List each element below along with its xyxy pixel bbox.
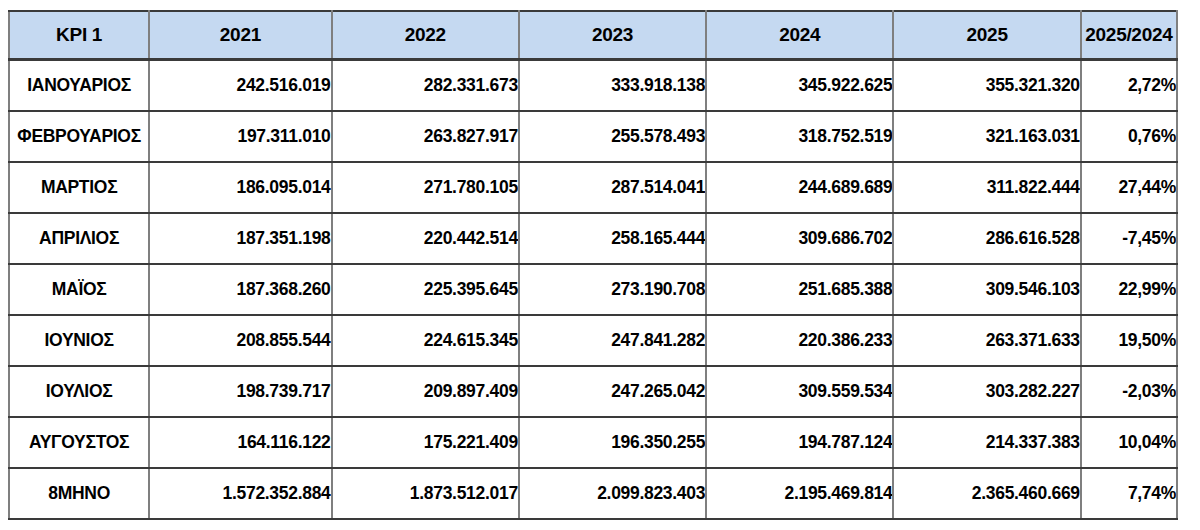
table-row: ΑΠΡΙΛΙΟΣ187.351.198220.442.514258.165.44… bbox=[9, 213, 1177, 264]
value-cell: 1.873.512.017 bbox=[332, 468, 519, 519]
value-cell: 1.572.352.884 bbox=[149, 468, 331, 519]
value-cell: 333.918.138 bbox=[519, 60, 706, 112]
column-header-kpi: KPI 1 bbox=[9, 11, 149, 60]
value-cell: 255.578.493 bbox=[519, 111, 706, 162]
value-cell: 309.686.702 bbox=[706, 213, 893, 264]
table-row: ΜΑΡΤΙΟΣ186.095.014271.780.105287.514.041… bbox=[9, 162, 1177, 213]
column-header: 2023 bbox=[519, 11, 706, 60]
value-cell: 242.516.019 bbox=[149, 60, 331, 112]
column-header: 2021 bbox=[149, 11, 331, 60]
row-label: ΜΑΡΤΙΟΣ bbox=[9, 162, 149, 213]
table-row: ΙΑΝΟΥΑΡΙΟΣ242.516.019282.331.673333.918.… bbox=[9, 60, 1177, 112]
value-cell: 225.395.645 bbox=[332, 264, 519, 315]
row-label: ΙΑΝΟΥΑΡΙΟΣ bbox=[9, 60, 149, 112]
row-label: ΑΠΡΙΛΙΟΣ bbox=[9, 213, 149, 264]
table-row: ΙΟΥΝΙΟΣ208.855.544224.615.345247.841.282… bbox=[9, 315, 1177, 366]
value-cell: 2.365.460.669 bbox=[893, 468, 1080, 519]
column-header: 2025/2024 bbox=[1081, 11, 1177, 60]
value-cell: 196.350.255 bbox=[519, 417, 706, 468]
value-cell: 309.559.534 bbox=[706, 366, 893, 417]
value-cell: 355.321.320 bbox=[893, 60, 1080, 112]
row-label: ΙΟΥΛΙΟΣ bbox=[9, 366, 149, 417]
value-cell: 309.546.103 bbox=[893, 264, 1080, 315]
value-cell: 175.221.409 bbox=[332, 417, 519, 468]
value-cell: 220.386.233 bbox=[706, 315, 893, 366]
value-cell: 311.822.444 bbox=[893, 162, 1080, 213]
value-cell: 2.099.823.403 bbox=[519, 468, 706, 519]
pct-change-cell: 27,44% bbox=[1081, 162, 1177, 213]
value-cell: 198.739.717 bbox=[149, 366, 331, 417]
value-cell: 187.368.260 bbox=[149, 264, 331, 315]
value-cell: 220.442.514 bbox=[332, 213, 519, 264]
value-cell: 303.282.227 bbox=[893, 366, 1080, 417]
value-cell: 251.685.388 bbox=[706, 264, 893, 315]
pct-change-cell: -2,03% bbox=[1081, 366, 1177, 417]
value-cell: 247.265.042 bbox=[519, 366, 706, 417]
table-row: ΜΑΪΟΣ187.368.260225.395.645273.190.70825… bbox=[9, 264, 1177, 315]
row-label: ΙΟΥΝΙΟΣ bbox=[9, 315, 149, 366]
pct-change-cell: 2,72% bbox=[1081, 60, 1177, 112]
value-cell: 208.855.544 bbox=[149, 315, 331, 366]
value-cell: 209.897.409 bbox=[332, 366, 519, 417]
pct-change-cell: -7,45% bbox=[1081, 213, 1177, 264]
value-cell: 345.922.625 bbox=[706, 60, 893, 112]
table-row: 8ΜΗΝΟ1.572.352.8841.873.512.0172.099.823… bbox=[9, 468, 1177, 519]
pct-change-cell: 10,04% bbox=[1081, 417, 1177, 468]
value-cell: 244.689.689 bbox=[706, 162, 893, 213]
pct-change-cell: 22,99% bbox=[1081, 264, 1177, 315]
value-cell: 273.190.708 bbox=[519, 264, 706, 315]
value-cell: 247.841.282 bbox=[519, 315, 706, 366]
value-cell: 194.787.124 bbox=[706, 417, 893, 468]
value-cell: 186.095.014 bbox=[149, 162, 331, 213]
value-cell: 282.331.673 bbox=[332, 60, 519, 112]
value-cell: 263.827.917 bbox=[332, 111, 519, 162]
value-cell: 164.116.122 bbox=[149, 417, 331, 468]
value-cell: 271.780.105 bbox=[332, 162, 519, 213]
column-header: 2024 bbox=[706, 11, 893, 60]
pct-change-cell: 7,74% bbox=[1081, 468, 1177, 519]
pct-change-cell: 19,50% bbox=[1081, 315, 1177, 366]
value-cell: 224.615.345 bbox=[332, 315, 519, 366]
table-row: ΑΥΓΟΥΣΤΟΣ164.116.122175.221.409196.350.2… bbox=[9, 417, 1177, 468]
row-label: ΜΑΪΟΣ bbox=[9, 264, 149, 315]
value-cell: 287.514.041 bbox=[519, 162, 706, 213]
row-label: ΑΥΓΟΥΣΤΟΣ bbox=[9, 417, 149, 468]
row-label: 8ΜΗΝΟ bbox=[9, 468, 149, 519]
column-header: 2022 bbox=[332, 11, 519, 60]
kpi-table-container: KPI 1202120222023202420252025/2024 ΙΑΝΟΥ… bbox=[8, 10, 1178, 512]
value-cell: 2.195.469.814 bbox=[706, 468, 893, 519]
table-row: ΙΟΥΛΙΟΣ198.739.717209.897.409247.265.042… bbox=[9, 366, 1177, 417]
column-header: 2025 bbox=[893, 11, 1080, 60]
row-label: ΦΕΒΡΟΥΑΡΙΟΣ bbox=[9, 111, 149, 162]
value-cell: 258.165.444 bbox=[519, 213, 706, 264]
value-cell: 263.371.633 bbox=[893, 315, 1080, 366]
value-cell: 187.351.198 bbox=[149, 213, 331, 264]
value-cell: 214.337.383 bbox=[893, 417, 1080, 468]
value-cell: 321.163.031 bbox=[893, 111, 1080, 162]
table-row: ΦΕΒΡΟΥΑΡΙΟΣ197.311.010263.827.917255.578… bbox=[9, 111, 1177, 162]
value-cell: 318.752.519 bbox=[706, 111, 893, 162]
value-cell: 286.616.528 bbox=[893, 213, 1080, 264]
value-cell: 197.311.010 bbox=[149, 111, 331, 162]
kpi-table: KPI 1202120222023202420252025/2024 ΙΑΝΟΥ… bbox=[8, 10, 1178, 520]
table-header-row: KPI 1202120222023202420252025/2024 bbox=[9, 11, 1177, 60]
pct-change-cell: 0,76% bbox=[1081, 111, 1177, 162]
